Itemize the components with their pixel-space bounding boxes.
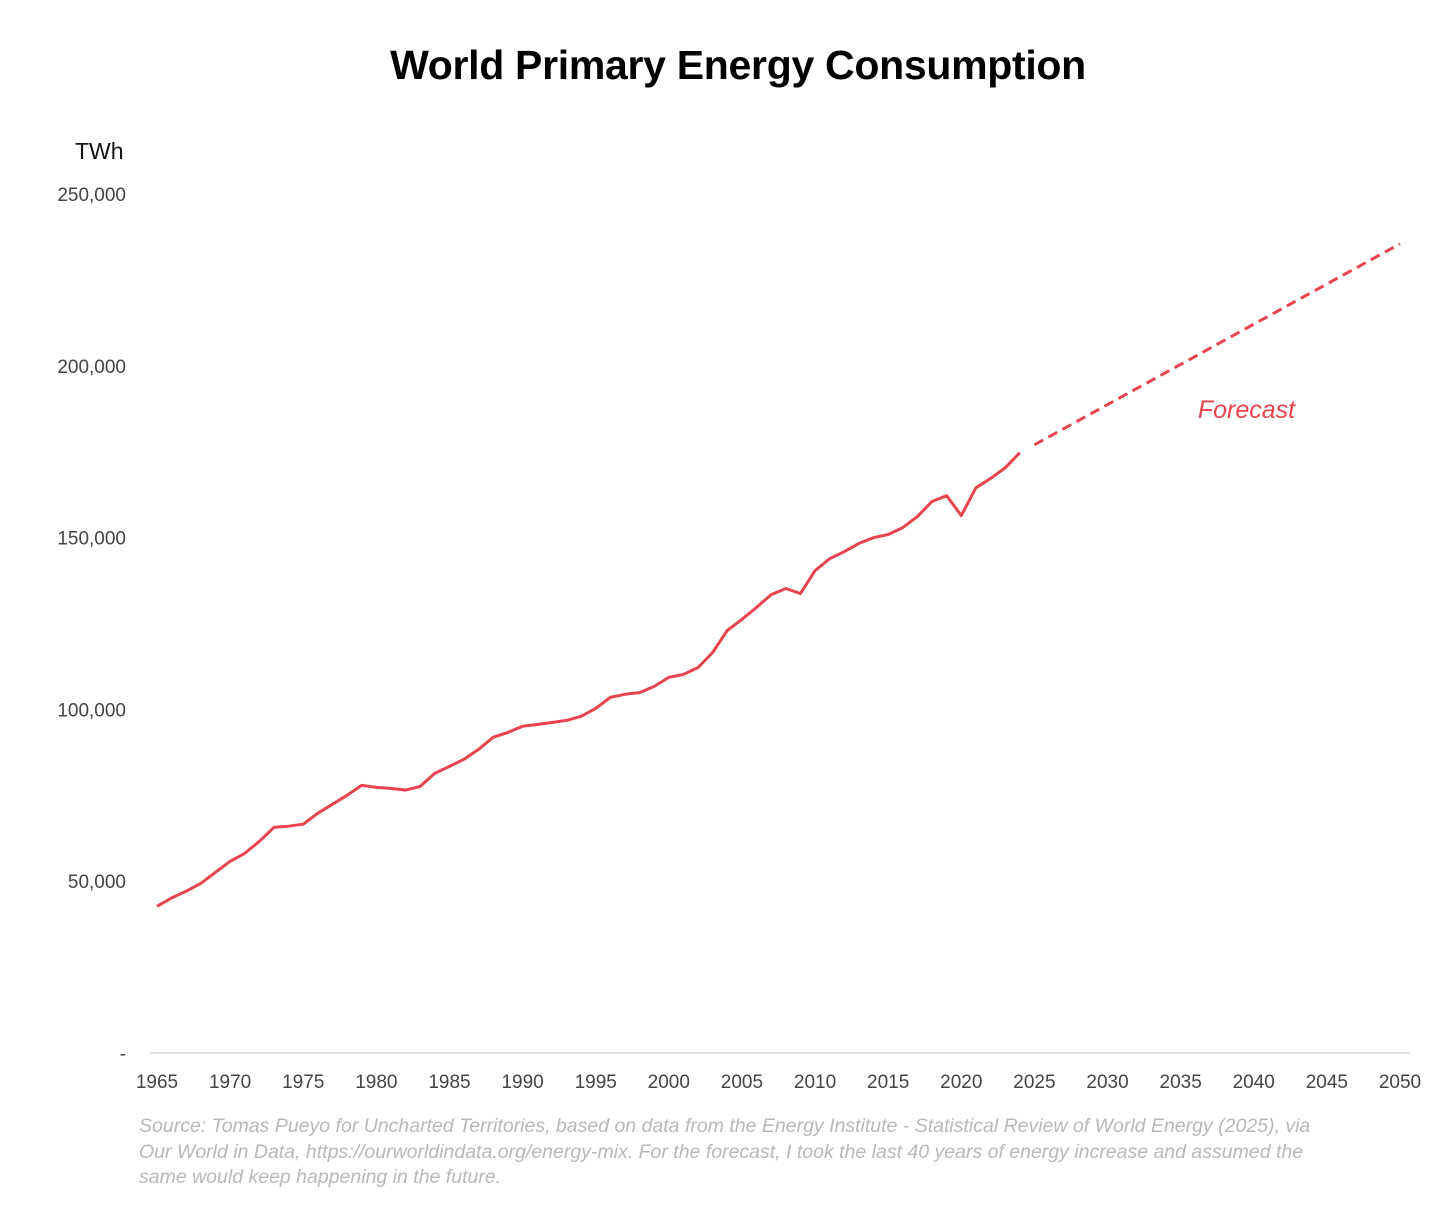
x-tick-label: 2010 — [794, 1072, 836, 1093]
x-tick-label: 2045 — [1306, 1072, 1348, 1093]
series-line-forecast — [1033, 242, 1401, 447]
x-tick-label: 1995 — [575, 1072, 617, 1093]
y-tick-label: 100,000 — [57, 700, 126, 721]
x-tick-label: 2000 — [648, 1072, 690, 1093]
y-tick-label: - — [120, 1044, 126, 1065]
x-tick-label: 2030 — [1086, 1072, 1128, 1093]
source-note-line-2: Our World in Data, https://ourworldindat… — [139, 1141, 1304, 1163]
y-axis-unit-label: TWh — [75, 138, 124, 164]
x-tick-label: 2050 — [1379, 1072, 1421, 1093]
x-tick-label: 1990 — [501, 1072, 543, 1093]
y-tick-label: 150,000 — [57, 529, 126, 550]
chart-title: World Primary Energy Consumption — [390, 42, 1086, 88]
x-tick-label: 2005 — [721, 1072, 763, 1093]
x-tick-label: 2040 — [1233, 1072, 1275, 1093]
y-tick-label: 200,000 — [57, 357, 126, 378]
y-tick-label: 250,000 — [57, 185, 126, 206]
series-line-historical — [156, 451, 1021, 908]
x-tick-label: 2020 — [940, 1072, 982, 1093]
x-tick-label: 1970 — [209, 1072, 251, 1093]
source-note-line-1: Source: Tomas Pueyo for Uncharted Territ… — [139, 1115, 1311, 1137]
forecast-annotation: Forecast — [1198, 396, 1296, 424]
x-tick-label: 2015 — [867, 1072, 909, 1093]
x-tick-label: 1965 — [136, 1072, 178, 1093]
source-note-line-3: same would keep happening in the future. — [139, 1166, 502, 1188]
y-tick-label: 50,000 — [68, 872, 126, 893]
x-tick-label: 1985 — [428, 1072, 470, 1093]
x-tick-label: 1975 — [282, 1072, 324, 1093]
x-tick-label: 2035 — [1160, 1072, 1202, 1093]
x-tick-label: 1980 — [355, 1072, 397, 1093]
x-tick-label: 2025 — [1013, 1072, 1055, 1093]
